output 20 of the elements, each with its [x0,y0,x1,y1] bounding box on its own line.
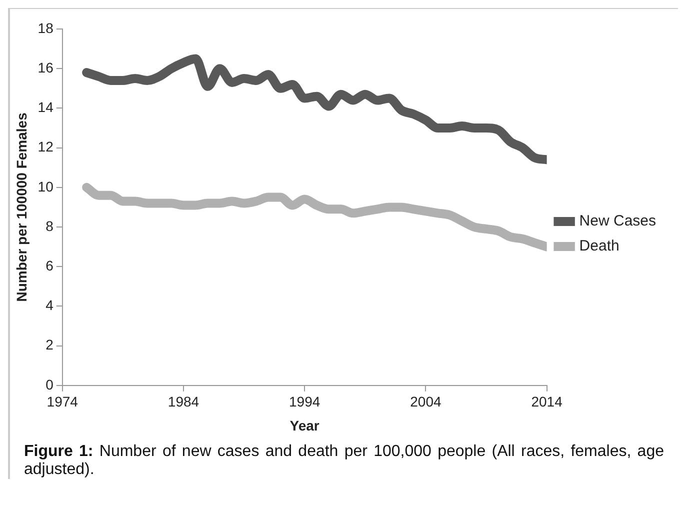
y-tick-label: 4 [46,297,54,314]
y-tick-label: 10 [38,178,54,194]
y-tick-label: 12 [38,138,54,155]
y-tick-label: 0 [46,376,54,392]
y-tick-label: 18 [38,20,54,36]
y-tick-label: 16 [38,59,54,76]
x-tick-label: 1994 [289,394,320,410]
caption: Figure 1: Number of new cases and death per 100,000 people (All races, females, age adjusted). [24,443,664,478]
y-tick-label: 8 [46,218,54,234]
legend-label: New Cases [579,212,656,230]
y-tick-label: 14 [38,99,54,116]
x-axis-title: Year [290,417,320,434]
x-tick-label: 2014 [531,394,563,410]
x-tick-label: 2004 [410,394,442,410]
legend-label: Death [579,238,620,255]
x-tick-label: 1984 [168,394,200,410]
y-axis-title: Number per 100000 Females [13,112,30,302]
y-tick-label: 6 [46,257,54,274]
x-tick-label: 1974 [46,394,78,410]
y-tick-label: 2 [46,336,54,353]
